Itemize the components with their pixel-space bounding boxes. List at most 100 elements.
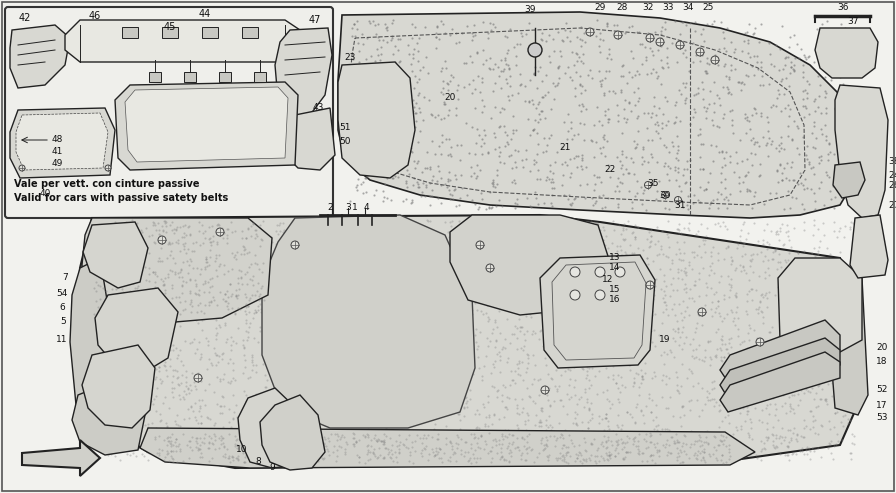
Point bbox=[165, 239, 179, 247]
Text: 20: 20 bbox=[444, 94, 456, 103]
Point bbox=[293, 457, 307, 464]
Point bbox=[501, 219, 515, 227]
Point bbox=[711, 61, 725, 69]
Point bbox=[450, 86, 464, 94]
Point bbox=[305, 451, 319, 459]
Point bbox=[528, 116, 542, 124]
Point bbox=[428, 33, 443, 40]
Point bbox=[386, 16, 401, 24]
Point bbox=[522, 450, 537, 458]
Text: 3: 3 bbox=[345, 203, 351, 211]
Point bbox=[312, 447, 326, 455]
Point bbox=[758, 252, 772, 260]
Point bbox=[719, 245, 734, 252]
Point bbox=[130, 370, 144, 378]
Point bbox=[504, 220, 518, 228]
Point bbox=[93, 228, 108, 236]
Point bbox=[438, 440, 452, 448]
Point bbox=[138, 411, 152, 419]
Point bbox=[630, 310, 644, 318]
Point bbox=[357, 340, 371, 348]
Point bbox=[399, 88, 413, 96]
Point bbox=[249, 449, 263, 457]
Point bbox=[263, 434, 278, 442]
Point bbox=[140, 219, 154, 227]
Point bbox=[676, 256, 690, 264]
Point bbox=[778, 104, 792, 112]
Point bbox=[592, 29, 607, 36]
Point bbox=[418, 378, 433, 386]
Point bbox=[754, 290, 768, 298]
Point bbox=[781, 438, 796, 446]
Point bbox=[437, 232, 452, 240]
Point bbox=[364, 442, 378, 450]
Point bbox=[116, 300, 130, 308]
Point bbox=[106, 367, 120, 375]
Point bbox=[422, 315, 436, 322]
Point bbox=[825, 182, 840, 190]
Point bbox=[549, 456, 564, 463]
Point bbox=[555, 221, 569, 229]
Point bbox=[522, 298, 537, 306]
Point bbox=[800, 89, 814, 97]
Point bbox=[548, 442, 563, 450]
Point bbox=[358, 94, 372, 102]
Point bbox=[503, 446, 517, 454]
Point bbox=[785, 158, 799, 166]
Point bbox=[530, 432, 545, 440]
Point bbox=[846, 275, 860, 283]
Point bbox=[188, 316, 202, 324]
Point bbox=[373, 400, 387, 408]
Point bbox=[847, 440, 861, 448]
Point bbox=[540, 391, 555, 399]
Point bbox=[706, 442, 720, 450]
Point bbox=[139, 287, 153, 295]
Point bbox=[401, 418, 416, 425]
Point bbox=[783, 63, 797, 70]
Point bbox=[663, 164, 677, 172]
Point bbox=[819, 395, 833, 403]
Point bbox=[178, 297, 193, 305]
Point bbox=[783, 69, 797, 77]
Point bbox=[754, 437, 769, 445]
Point bbox=[484, 452, 498, 460]
Point bbox=[246, 266, 260, 274]
Point bbox=[346, 299, 360, 307]
Point bbox=[332, 384, 346, 391]
Point bbox=[827, 204, 841, 212]
Point bbox=[166, 441, 180, 449]
Point bbox=[811, 53, 825, 61]
Point bbox=[306, 245, 321, 253]
Point bbox=[697, 400, 711, 408]
Point bbox=[776, 242, 790, 249]
Point bbox=[599, 107, 613, 115]
Point bbox=[384, 34, 399, 42]
Point bbox=[297, 455, 312, 462]
Point bbox=[634, 372, 649, 380]
Point bbox=[556, 453, 571, 461]
Point bbox=[230, 457, 245, 464]
Point bbox=[478, 238, 492, 246]
Point bbox=[778, 433, 792, 441]
Point bbox=[190, 316, 204, 323]
Point bbox=[124, 451, 138, 459]
Point bbox=[320, 325, 334, 333]
Point bbox=[316, 445, 331, 453]
Point bbox=[220, 299, 235, 307]
Point bbox=[614, 337, 628, 345]
Point bbox=[177, 222, 191, 230]
Point bbox=[512, 410, 526, 418]
Point bbox=[717, 352, 731, 360]
Point bbox=[473, 444, 487, 452]
Point bbox=[824, 292, 839, 300]
Point bbox=[771, 385, 785, 392]
Point bbox=[673, 413, 687, 421]
Point bbox=[601, 452, 616, 459]
Point bbox=[205, 237, 220, 245]
Point bbox=[397, 292, 411, 300]
Point bbox=[772, 332, 787, 340]
Point bbox=[595, 345, 609, 352]
Point bbox=[392, 72, 407, 80]
Point bbox=[450, 356, 464, 364]
Point bbox=[737, 37, 751, 45]
